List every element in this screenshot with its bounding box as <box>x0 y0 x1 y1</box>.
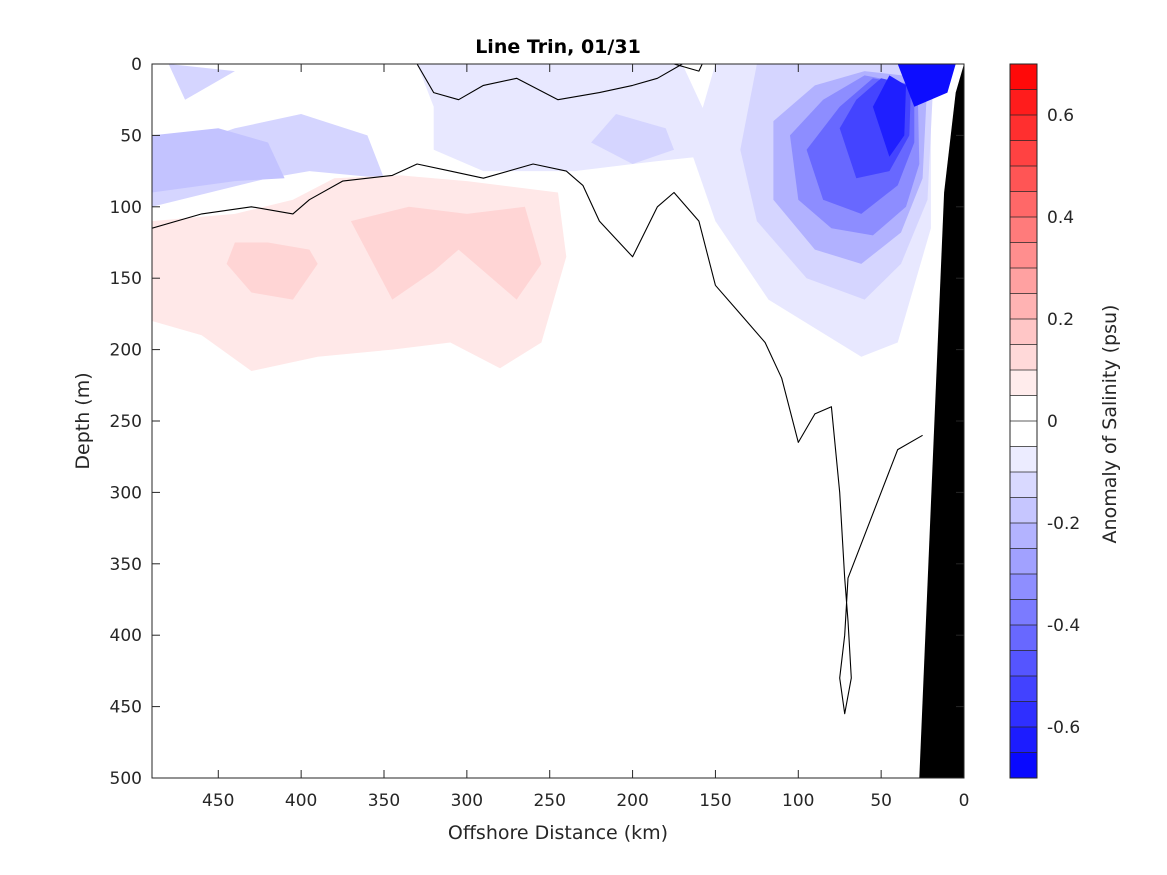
colorbar-tick-label: 0.2 <box>1047 310 1074 330</box>
land-bathymetry-mask <box>919 64 964 778</box>
colorbar-level <box>1010 344 1037 371</box>
y-tick-label: 50 <box>120 126 142 146</box>
y-tick-label: 450 <box>110 698 142 718</box>
y-tick-label: 300 <box>110 483 142 503</box>
y-tick-label: 500 <box>110 769 142 789</box>
colorbar-level <box>1010 625 1037 651</box>
colorbar-level <box>1010 64 1037 90</box>
x-tick-label: 100 <box>782 791 814 811</box>
y-axis-ticks: 0 50 100 150 200 250 300 350 400 450 500 <box>110 55 964 789</box>
x-tick-label: 200 <box>616 791 648 811</box>
y-tick-label: 350 <box>110 555 142 575</box>
chart-title: Line Trin, 01/31 <box>475 36 641 58</box>
colorbar-tick-label: 0 <box>1047 412 1058 432</box>
colorbar-level <box>1010 319 1037 345</box>
salinity-anomaly-fields <box>152 64 956 371</box>
colorbar-level <box>1010 293 1037 320</box>
y-tick-label: 0 <box>131 55 142 75</box>
colorbar-label: Anomaly of Salinity (psu) <box>1099 305 1121 544</box>
colorbar-tick-label: -0.6 <box>1047 718 1080 738</box>
x-tick-label: 250 <box>533 791 565 811</box>
negative-anomaly-region <box>152 64 716 172</box>
negative-anomaly-region <box>897 64 956 107</box>
colorbar-level <box>1010 242 1037 269</box>
y-tick-label: 100 <box>110 198 142 218</box>
colorbar-tick-label: -0.4 <box>1047 616 1080 636</box>
x-tick-label: 50 <box>870 791 892 811</box>
colorbar-level <box>1010 548 1037 575</box>
colorbar-level <box>1010 497 1037 524</box>
x-tick-label: 300 <box>451 791 483 811</box>
colorbar-level <box>1010 166 1037 192</box>
colorbar-level <box>1010 217 1037 243</box>
negative-anomaly-region <box>152 128 285 193</box>
colorbar-tick-label: 0.6 <box>1047 106 1074 126</box>
zero-contour-line <box>152 163 923 715</box>
negative-anomaly-region <box>872 75 906 157</box>
zero-contour-line <box>673 64 703 72</box>
x-axis-label: Offshore Distance (km) <box>448 822 668 844</box>
colorbar-level <box>1010 523 1037 549</box>
positive-anomaly-region <box>350 206 542 300</box>
colorbar-level <box>1010 752 1037 779</box>
colorbar-level <box>1010 395 1037 422</box>
colorbar-level <box>1010 599 1037 626</box>
colorbar-level <box>1010 191 1037 218</box>
y-tick-label: 250 <box>110 412 142 432</box>
y-axis-label: Depth (m) <box>72 372 94 469</box>
colorbar-level <box>1010 574 1037 600</box>
colorbar-level <box>1010 650 1037 677</box>
zero-contour-line <box>416 64 683 101</box>
y-tick-label: 150 <box>110 269 142 289</box>
colorbar-tick-label: -0.2 <box>1047 514 1080 534</box>
positive-anomaly-region <box>226 242 318 300</box>
x-tick-label: 0 <box>959 791 970 811</box>
colorbar-level <box>1010 115 1037 141</box>
colorbar-level <box>1010 701 1037 728</box>
colorbar-level <box>1010 676 1037 702</box>
colorbar-level <box>1010 268 1037 294</box>
colorbar-level <box>1010 370 1037 396</box>
zero-anomaly-contours <box>152 64 923 715</box>
colorbar-tick-label: 0.4 <box>1047 208 1074 228</box>
colorbar-level <box>1010 140 1037 167</box>
colorbar-level <box>1010 727 1037 753</box>
negative-anomaly-region <box>168 64 235 100</box>
x-axis-ticks: 450 400 350 300 250 200 150 100 50 0 <box>202 64 969 811</box>
colorbar: 0.6 0.4 0.2 0 -0.2 -0.4 -0.6 <box>1009 63 1080 779</box>
negative-anomaly-region <box>591 114 674 164</box>
x-tick-label: 150 <box>699 791 731 811</box>
x-tick-label: 450 <box>202 791 234 811</box>
colorbar-level <box>1010 89 1037 116</box>
x-tick-label: 350 <box>368 791 400 811</box>
plot-area <box>151 63 965 779</box>
colorbar-frame <box>1009 63 1038 779</box>
y-tick-label: 200 <box>110 341 142 361</box>
colorbar-level <box>1010 472 1037 498</box>
x-tick-label: 400 <box>285 791 317 811</box>
y-tick-label: 400 <box>110 626 142 646</box>
colorbar-level <box>1010 446 1037 473</box>
colorbar-level <box>1010 421 1037 447</box>
